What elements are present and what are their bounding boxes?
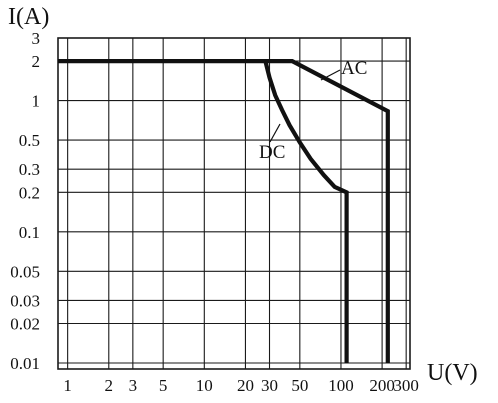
x-tick-label: 3 — [129, 376, 138, 395]
y-tick-labels: 0.01 0.02 0.03 0.05 0.1 0.2 0.3 0.5 1 2 3 — [10, 29, 40, 373]
y-tick-label: 0.3 — [19, 160, 40, 179]
x-tick-label: 300 — [393, 376, 419, 395]
x-axis-title: U(V) — [427, 360, 478, 386]
series-label-dc: DC — [259, 142, 285, 163]
series-leader-ac — [320, 69, 341, 81]
x-tick-label: 10 — [196, 376, 213, 395]
x-tick-label: 5 — [159, 376, 168, 395]
x-tick-label: 50 — [291, 376, 308, 395]
series-label-ac: AC — [341, 58, 367, 79]
x-tick-label: 30 — [261, 376, 278, 395]
grid-lines — [57, 37, 411, 370]
x-tick-label: 1 — [63, 376, 72, 395]
series-line-dc — [263, 60, 349, 363]
x-tick-label: 200 — [369, 376, 395, 395]
y-tick-label: 0.5 — [19, 131, 40, 150]
x-tick-label: 100 — [328, 376, 354, 395]
x-tick-label: 2 — [105, 376, 114, 395]
y-tick-label: 0.2 — [19, 183, 40, 202]
series-curves — [58, 58, 390, 363]
series-labels: AC DC — [259, 58, 367, 163]
y-tick-label: 0.03 — [10, 291, 40, 310]
plot-frame — [57, 37, 411, 370]
y-tick-label: 0.01 — [10, 354, 40, 373]
x-tick-label: 20 — [237, 376, 254, 395]
series-leader-dc — [269, 123, 281, 143]
y-tick-label: 0.1 — [19, 223, 40, 242]
y-tick-label: 0.02 — [10, 315, 40, 334]
y-tick-label: 2 — [32, 52, 41, 71]
series-line-ac — [58, 58, 390, 363]
y-tick-label: 3 — [32, 29, 41, 48]
y-tick-label: 0.05 — [10, 262, 40, 281]
y-tick-label: 1 — [32, 92, 41, 111]
y-axis-title: I(A) — [8, 4, 49, 30]
